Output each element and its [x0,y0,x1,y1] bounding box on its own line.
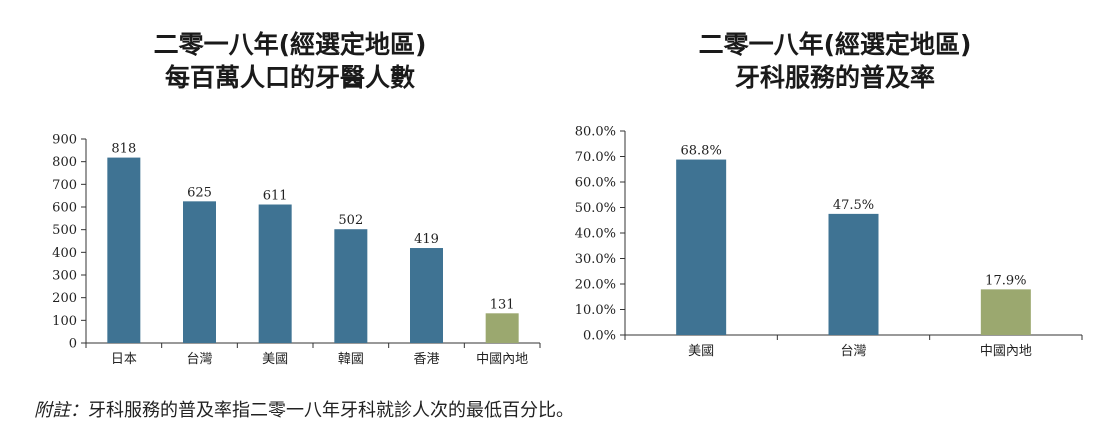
y-tick-label: 100 [52,314,77,329]
x-category-label: 美國 [688,344,714,359]
bar-value-label: 611 [263,189,288,204]
y-tick-label: 40.0% [575,227,616,242]
bar [334,229,368,343]
footnote: 附註：牙科服務的普及率指二零一八年牙科就診人次的最低百分比。 [34,396,574,422]
y-tick-label: 400 [52,246,77,261]
y-tick-label: 900 [52,133,77,148]
bar [828,213,879,335]
x-category-label: 香港 [413,352,439,367]
x-category-label: 美國 [262,352,288,367]
x-category-label: 韓國 [338,352,364,367]
left-chart-title: 二零一八年(經選定地區) 每百萬人口的牙醫人數 [40,28,540,94]
bar-value-label: 17.9% [985,273,1026,288]
bar-value-label: 47.5% [833,198,874,213]
bar-value-label: 818 [111,142,136,157]
bar [410,248,443,343]
y-tick-label: 0.0% [583,329,616,344]
bar [258,204,292,343]
bar [676,159,727,335]
right-chart-title-line1: 二零一八年(經選定地區) [698,30,972,59]
y-tick-label: 10.0% [575,303,616,318]
y-tick-label: 600 [52,201,77,216]
bar-value-label: 419 [414,232,439,247]
y-tick-label: 300 [52,269,77,284]
bar-value-label: 625 [187,185,212,200]
bar [980,289,1031,335]
y-tick-label: 60.0% [575,176,616,191]
dentists-per-million-chart: 0 100 200 300 400 500 600 700 800 900 818 日本 625 台灣 61… [52,133,541,367]
bar [485,313,519,343]
x-category-label: 台灣 [186,352,212,367]
y-tick-label: 30.0% [575,252,616,267]
bar [183,201,216,343]
y-tick-label: 200 [52,291,77,306]
bar-value-label: 502 [338,213,363,228]
dental-service-rate-chart: 0.0% 10.0% 20.0% 30.0% 40.0% 50.0% 60.0% 70.0% 8… [575,125,1083,359]
right-chart-title: 二零一八年(經選定地區) 牙科服務的普及率 [585,28,1085,94]
x-category-label: 中國內地 [980,344,1032,359]
y-tick-label: 500 [52,223,77,238]
bar-value-label: 68.8% [681,144,722,159]
y-tick-label: 80.0% [575,125,616,140]
y-tick-label: 50.0% [575,201,616,216]
y-tick-label: 20.0% [575,278,616,293]
footnote-prefix: 附註： [34,400,88,421]
x-category-label: 中國內地 [476,352,528,367]
left-chart-title-line2: 每百萬人口的牙醫人數 [164,63,415,92]
x-category-label: 日本 [111,352,137,367]
x-category-label: 台灣 [840,344,866,359]
bar [107,157,141,343]
bar-value-label: 131 [490,297,515,312]
right-chart-title-line2: 牙科服務的普及率 [734,63,935,92]
y-tick-label: 800 [52,155,77,170]
y-tick-label: 0 [69,337,77,352]
footnote-text: 牙科服務的普及率指二零一八年牙科就診人次的最低百分比。 [88,400,574,421]
y-tick-label: 700 [52,178,77,193]
left-chart-title-line1: 二零一八年(經選定地區) [153,30,427,59]
y-tick-label: 70.0% [575,150,616,165]
